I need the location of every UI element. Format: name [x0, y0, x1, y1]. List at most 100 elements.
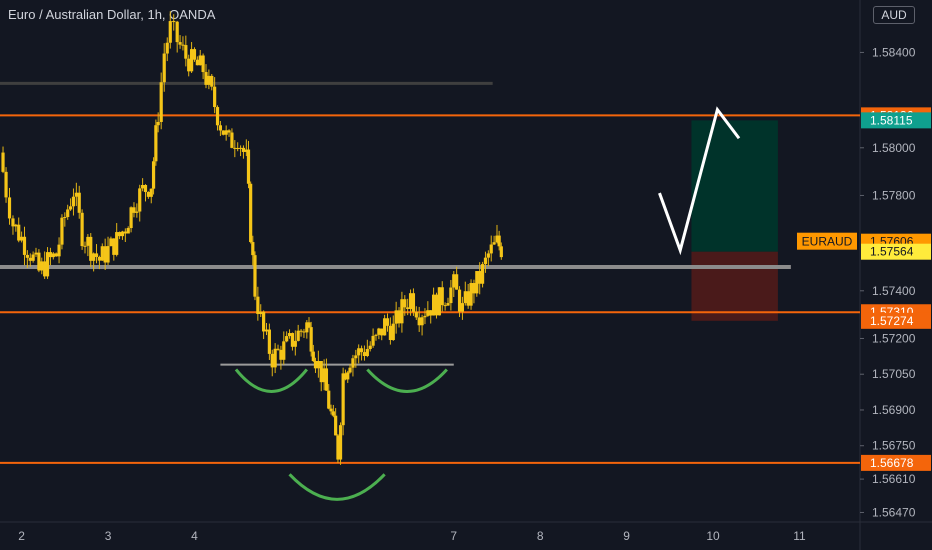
x-tick-label: 3	[105, 529, 112, 543]
candle-body	[138, 188, 142, 212]
candle	[346, 370, 350, 383]
candle-body	[201, 55, 205, 73]
candle-body	[77, 192, 81, 213]
candle	[63, 212, 67, 227]
candle	[302, 328, 306, 338]
candle-body	[259, 311, 263, 315]
candle	[489, 235, 493, 262]
candle	[31, 251, 35, 263]
candle	[154, 119, 158, 166]
candle-body	[146, 191, 150, 197]
candle-body	[103, 246, 107, 263]
candle	[159, 72, 163, 130]
candle-body	[394, 310, 398, 324]
candle-body	[189, 49, 194, 72]
candle	[420, 314, 424, 336]
candle-body	[388, 325, 392, 341]
candle-body	[175, 21, 179, 43]
candle-body	[45, 252, 50, 277]
candle-body	[20, 236, 24, 241]
candle	[492, 235, 496, 245]
candle-body	[499, 246, 503, 258]
candle-body	[28, 257, 32, 261]
candle	[334, 408, 338, 436]
candle	[224, 125, 228, 141]
candle-body	[351, 358, 355, 368]
candle-body	[432, 294, 436, 316]
candle-body	[443, 305, 447, 307]
candle	[201, 53, 205, 80]
candle-body	[279, 349, 283, 360]
candle-body	[74, 192, 78, 197]
candle-body	[141, 184, 145, 189]
candle	[57, 237, 61, 264]
candle-body	[251, 242, 255, 256]
candle	[251, 235, 255, 266]
candle-body	[86, 236, 90, 246]
candle-body	[135, 211, 139, 213]
candle-body	[31, 254, 35, 261]
candle-body	[264, 329, 269, 332]
y-tick-label: 1.56900	[872, 403, 916, 417]
candle	[40, 257, 44, 275]
candle-body	[293, 340, 297, 347]
candle	[469, 279, 473, 310]
candle	[391, 315, 395, 341]
candle	[178, 35, 182, 49]
y-tick-label: 1.57800	[872, 188, 916, 202]
candle-body	[244, 149, 248, 152]
candle	[1, 146, 5, 174]
candle	[371, 328, 375, 348]
candle	[307, 317, 311, 329]
candle-body	[478, 271, 482, 284]
candle-body	[156, 121, 160, 126]
candle-body	[204, 72, 208, 85]
candle	[327, 384, 331, 410]
candle-body	[406, 307, 410, 309]
chart-title: Euro / Australian Dollar, 1h, OANDA	[8, 7, 216, 22]
candle-body	[17, 224, 21, 241]
candle-body	[184, 45, 188, 59]
price-label-box	[861, 243, 931, 260]
candle	[71, 188, 76, 216]
candle-body	[336, 435, 340, 460]
candle-body	[132, 207, 136, 213]
x-tick-label: 11	[793, 529, 806, 543]
candle	[437, 287, 441, 316]
currency-selector[interactable]: AUD	[873, 6, 915, 24]
candle-body	[346, 372, 350, 380]
candle	[403, 295, 407, 316]
candle-body	[92, 253, 96, 261]
candle-body	[143, 184, 148, 192]
candle	[129, 206, 133, 233]
candle-body	[195, 59, 199, 66]
y-tick-label: 1.57400	[872, 284, 916, 298]
candle	[135, 203, 139, 218]
candle-body	[159, 82, 163, 122]
candle-body	[383, 318, 387, 336]
x-tick-label: 8	[537, 529, 544, 543]
candle-body	[374, 334, 378, 336]
candle	[175, 20, 179, 53]
candle-body	[253, 255, 257, 297]
candle	[156, 112, 160, 133]
candle	[383, 314, 387, 336]
candle	[279, 345, 283, 370]
candle	[238, 145, 243, 157]
candle	[4, 167, 8, 203]
candle-body	[221, 130, 225, 135]
candle	[455, 266, 459, 290]
candle-body	[305, 322, 309, 333]
candle-body	[48, 252, 53, 258]
candle	[20, 231, 24, 243]
candle-body	[215, 107, 220, 126]
candle-body	[60, 217, 64, 245]
candle	[172, 14, 176, 31]
candle-body	[299, 330, 303, 332]
price-label-box	[861, 454, 931, 471]
candle-body	[420, 317, 424, 326]
candle-body	[100, 246, 104, 261]
candle	[37, 249, 41, 273]
